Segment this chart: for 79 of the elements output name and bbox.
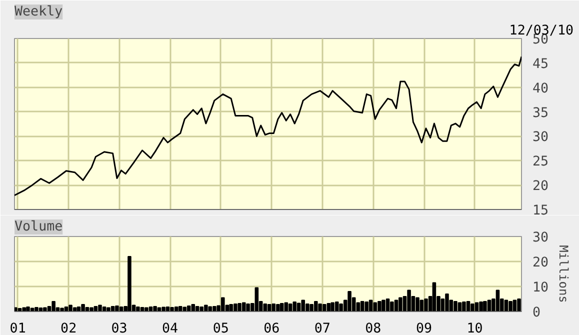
bar (334, 302, 339, 312)
x-tick-label: 06 (264, 322, 280, 335)
x-tick-label: 02 (60, 322, 77, 335)
bar (288, 304, 292, 312)
bar (508, 301, 512, 312)
bar (326, 303, 331, 312)
bar (364, 302, 369, 312)
bar (390, 302, 394, 312)
x-tick-label: 07 (314, 322, 330, 335)
bar (98, 304, 102, 312)
y-tick-label: 45 (532, 56, 549, 72)
bar (454, 301, 458, 312)
bar (496, 290, 500, 312)
bar (115, 306, 119, 312)
x-tick-label: 10 (466, 322, 483, 335)
y-tick-label: 0 (532, 306, 541, 320)
bar (90, 307, 94, 312)
y-tick-label: 20 (532, 256, 549, 270)
y-tick-label: 10 (532, 280, 549, 296)
y-tick-label: 30 (532, 130, 549, 146)
chart-title: Weekly (14, 4, 63, 20)
bar (128, 256, 132, 312)
bar (280, 303, 284, 312)
y-tick-label: 35 (532, 106, 549, 121)
bar (373, 302, 378, 312)
y-tick-label: 20 (532, 179, 549, 194)
y-tick-label: 25 (532, 154, 549, 170)
x-tick-label: 04 (162, 322, 178, 335)
bar (191, 304, 196, 312)
bar (398, 297, 402, 312)
bar (136, 306, 140, 312)
bar (153, 306, 157, 312)
bar (386, 298, 390, 312)
y-tick-label: 40 (532, 81, 549, 96)
bar (322, 304, 326, 312)
y-tick-label: 50 (532, 32, 549, 48)
bar (144, 307, 148, 312)
bar (424, 298, 428, 312)
bar (466, 301, 470, 312)
bar (22, 307, 26, 312)
y-axis-title: Millions (556, 245, 571, 303)
bar (407, 290, 411, 312)
bar (445, 294, 449, 312)
x-tick-label: 01 (10, 322, 26, 335)
bar (254, 287, 259, 312)
bar (242, 302, 246, 312)
x-tick-label: 08 (365, 322, 382, 335)
bar (52, 301, 56, 312)
bar (81, 304, 85, 312)
bar (416, 297, 420, 312)
bar (200, 306, 204, 312)
x-tick-label: 09 (416, 322, 432, 335)
chart-title: Volume (14, 220, 63, 234)
bar (106, 307, 110, 312)
bar (292, 302, 297, 312)
y-tick-label: 30 (532, 230, 549, 246)
bar (517, 298, 521, 312)
bar (26, 306, 30, 312)
bar (14, 307, 18, 312)
bar (263, 304, 268, 312)
bar (479, 302, 483, 312)
bar (43, 307, 47, 312)
bar (470, 304, 474, 312)
y-tick-label: 15 (532, 204, 549, 218)
bar (462, 302, 466, 312)
bar (60, 308, 64, 312)
bar (272, 304, 276, 312)
bar (483, 301, 487, 312)
bar (162, 306, 166, 312)
bar (360, 301, 364, 312)
bar (432, 282, 436, 312)
line-series (14, 56, 522, 196)
x-tick-label: 05 (212, 322, 229, 335)
bar (68, 304, 72, 312)
bar (170, 307, 174, 312)
bar (382, 300, 386, 312)
bar (348, 291, 352, 312)
x-tick-label: 03 (111, 322, 128, 335)
bar (34, 307, 38, 312)
